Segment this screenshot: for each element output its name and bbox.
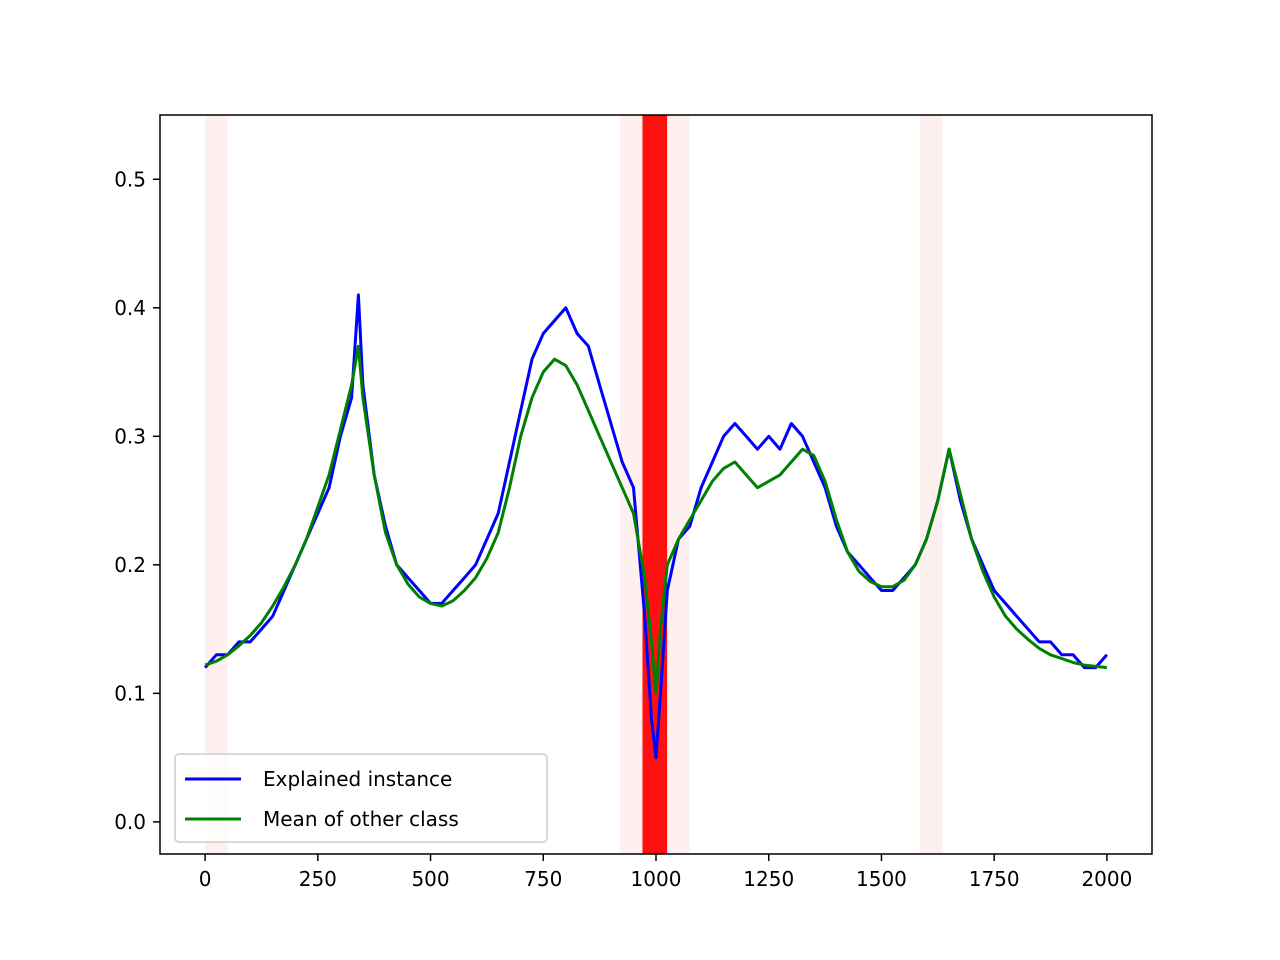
y-tick-label: 0.1 — [114, 681, 146, 705]
y-tick-label: 0.5 — [114, 167, 146, 191]
highlight-regions — [205, 115, 943, 854]
x-tick-label: 500 — [411, 867, 449, 891]
y-tick-label: 0.3 — [114, 424, 146, 448]
x-tick-label: 250 — [299, 867, 337, 891]
x-tick-label: 0 — [199, 867, 212, 891]
legend-label: Mean of other class — [263, 807, 459, 831]
highlight-region — [919, 115, 943, 854]
legend-box — [174, 753, 548, 843]
x-tick-label: 1500 — [856, 867, 907, 891]
highlight-region — [667, 115, 690, 854]
series-lines — [203, 293, 1109, 760]
x-tick-label: 1750 — [969, 867, 1020, 891]
y-axis: 0.0 0.1 0.2 0.3 0.4 0.5 — [114, 167, 160, 834]
legend: Explained instance Mean of other class — [174, 753, 548, 843]
x-tick-label: 2000 — [1081, 867, 1132, 891]
highlight-region — [642, 115, 668, 854]
highlight-region — [205, 115, 228, 854]
x-axis: 0 250 500 750 1000 1250 1500 1750 2000 — [199, 854, 1132, 891]
y-tick-label: 0.4 — [114, 296, 146, 320]
y-tick-label: 0.2 — [114, 553, 146, 577]
legend-label: Explained instance — [263, 767, 452, 791]
x-tick-label: 1000 — [631, 867, 682, 891]
x-tick-label: 1250 — [743, 867, 794, 891]
series-line-mean-of-other-class — [204, 344, 1108, 695]
x-tick-label: 750 — [524, 867, 562, 891]
y-tick-label: 0.0 — [114, 810, 146, 834]
